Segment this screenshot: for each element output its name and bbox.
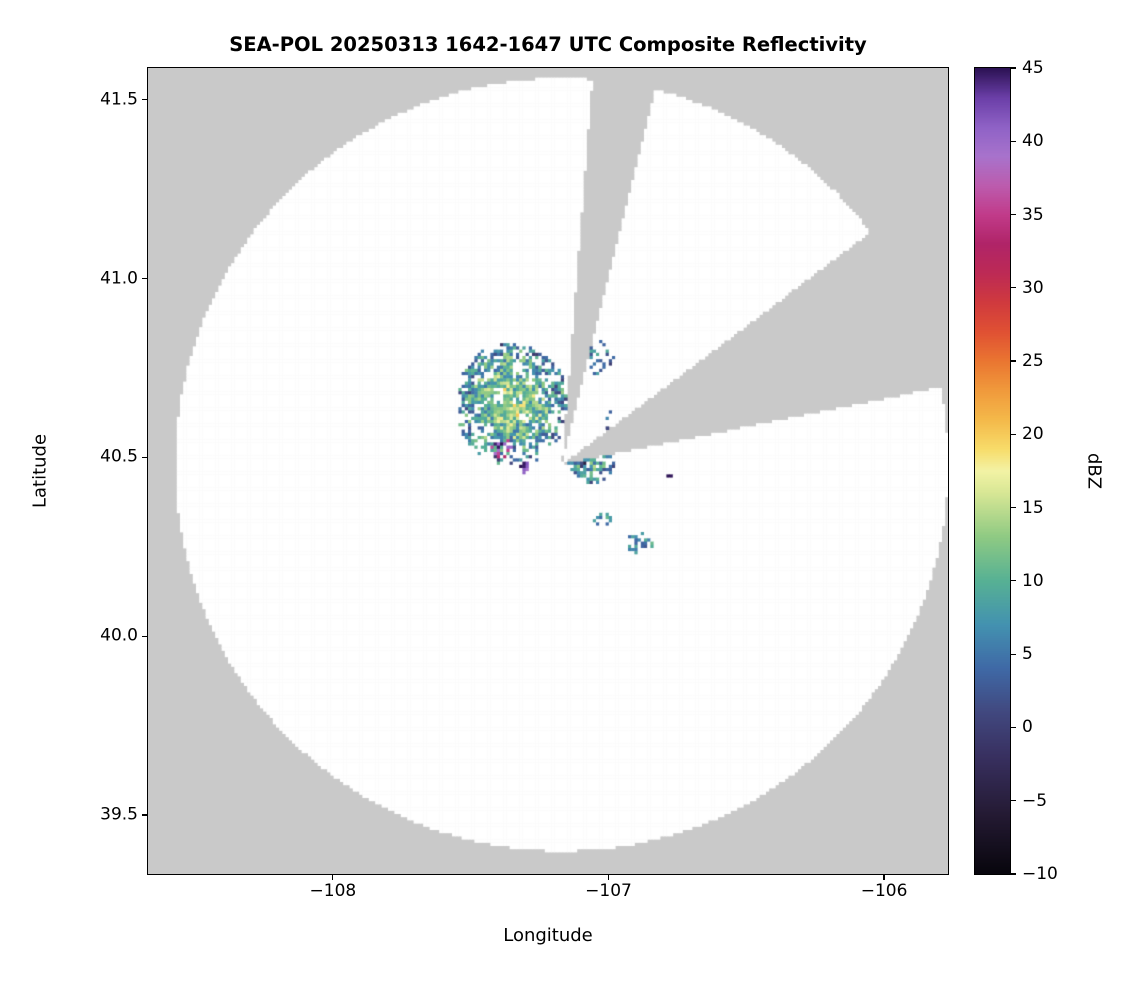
x-axis-label: Longitude	[503, 925, 593, 946]
colorbar-tick-mark	[1011, 213, 1016, 216]
colorbar-tick-label: −5	[1022, 790, 1048, 811]
colorbar-tick-mark	[1011, 287, 1016, 289]
colorbar-tick-label: 0	[1022, 717, 1033, 738]
x-tick-label: −106	[860, 881, 908, 901]
colorbar-tick-label: −10	[1022, 864, 1058, 884]
colorbar-tick-mark	[1011, 580, 1016, 582]
chart-title: SEA-POL 20250313 1642-1647 UTC Composite…	[229, 33, 867, 56]
colorbar-tick-label: 25	[1022, 351, 1044, 372]
colorbar-tick-label: 20	[1022, 424, 1044, 445]
colorbar-tick-mark	[1011, 726, 1016, 729]
colorbar-tick-mark	[1011, 67, 1016, 69]
colorbar-tick-mark	[1011, 507, 1016, 509]
colorbar-tick-mark	[1011, 140, 1016, 142]
y-axis-label: Latitude	[29, 433, 51, 509]
y-tick-mark	[142, 456, 148, 458]
colorbar-gradient	[975, 68, 1010, 874]
colorbar-tick-mark	[1011, 800, 1016, 802]
y-tick-label: 41.5	[100, 89, 138, 110]
y-tick-mark	[142, 814, 148, 816]
colorbar-tick-mark	[1011, 873, 1016, 875]
colorbar-tick-label: 45	[1022, 58, 1044, 78]
colorbar-tick-label: 30	[1022, 277, 1044, 298]
x-tick-label: −108	[309, 881, 357, 901]
colorbar-tick-mark	[1011, 653, 1016, 655]
colorbar-label: dBZ	[1083, 452, 1105, 490]
colorbar-tick-label: 35	[1022, 204, 1044, 225]
colorbar-tick-label: 5	[1022, 644, 1033, 665]
y-tick-label: 39.5	[100, 804, 138, 825]
x-tick-mark	[332, 874, 334, 880]
colorbar-tick-label: 10	[1022, 570, 1044, 591]
x-tick-mark	[883, 874, 885, 880]
x-tick-mark	[607, 874, 610, 880]
colorbar-tick-label: 15	[1022, 497, 1044, 518]
y-tick-mark	[142, 635, 148, 637]
y-tick-label: 41.0	[100, 268, 138, 289]
colorbar-tick-mark	[1011, 360, 1016, 362]
radar-reflectivity-raster	[148, 68, 948, 874]
y-tick-label: 40.0	[100, 625, 138, 646]
x-tick-label: −107	[585, 881, 632, 901]
y-tick-mark	[142, 278, 148, 280]
colorbar-tick-label: 40	[1022, 131, 1044, 152]
y-tick-label: 40.5	[100, 447, 138, 468]
colorbar-tick-mark	[1011, 433, 1016, 435]
y-tick-mark	[142, 99, 148, 101]
